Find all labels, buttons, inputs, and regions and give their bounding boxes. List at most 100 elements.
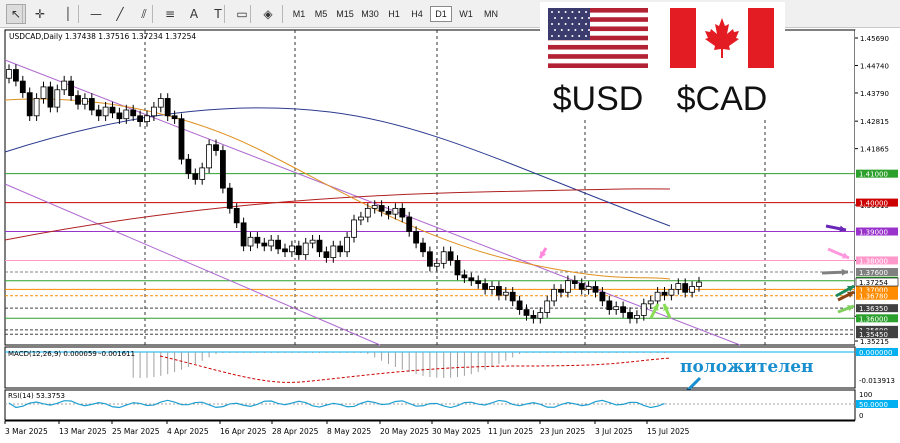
macd-signal-line <box>159 355 671 383</box>
candle-body <box>668 288 675 296</box>
date-label: 28 Apr 2025 <box>272 427 319 436</box>
fibonacci-icon[interactable]: ≡ <box>164 7 176 21</box>
shapes-icon[interactable]: ◈ <box>263 7 273 21</box>
toolbar-separator <box>78 5 79 23</box>
ma-blue <box>4 107 671 227</box>
price-tick-label: 1.35215 <box>860 338 889 346</box>
date-label: 20 May 2025 <box>380 427 429 436</box>
candle-body <box>565 280 571 293</box>
level-price-label: 1.36350 <box>859 305 888 313</box>
us-flag-star <box>551 35 553 37</box>
us-flag-star <box>581 29 584 31</box>
timeframe-d1[interactable]: D1 <box>430 6 452 22</box>
candle-body <box>144 115 150 122</box>
macd-label: MACD(12,26,9) 0.000059 -0.001611 <box>8 350 135 358</box>
candlesticks <box>6 64 702 324</box>
vertical-line-icon[interactable]: │ <box>64 7 72 21</box>
current-price-label: 1.37254 <box>859 279 888 287</box>
candle-body <box>206 144 213 169</box>
us-flag-star <box>551 23 553 25</box>
timeframe-mn[interactable]: MN <box>484 9 498 19</box>
us-flag-star <box>578 35 581 37</box>
candle-body <box>330 245 337 258</box>
candle-body <box>226 187 233 209</box>
timeframe-h1[interactable]: H1 <box>388 9 400 19</box>
candle-body <box>26 92 33 117</box>
candle-body <box>696 281 702 287</box>
candle-body <box>351 219 357 238</box>
candle-body <box>592 286 599 293</box>
level-price-tag <box>856 268 898 277</box>
us-flag-icon <box>548 8 648 68</box>
candle-body <box>185 158 192 175</box>
date-label: 3 Mar 2025 <box>5 427 48 436</box>
candle-body <box>489 286 495 290</box>
us-flag-star <box>567 29 570 31</box>
current-price-tag <box>855 277 899 287</box>
candle-body <box>426 251 433 267</box>
timeframe-m1[interactable]: M1 <box>292 9 306 19</box>
candle-body <box>213 144 219 151</box>
timeframe-m15[interactable]: M15 <box>336 9 354 19</box>
candle-body <box>19 80 26 94</box>
crosshair-icon[interactable]: ✛ <box>34 7 46 21</box>
candle-body <box>171 115 178 120</box>
currency-flags-panel: $USD $CAD <box>540 2 785 120</box>
candle-body <box>254 236 261 244</box>
candle-body <box>571 280 578 284</box>
candle-body <box>392 207 399 215</box>
ma-red <box>4 188 671 241</box>
trendline-upper <box>4 59 741 346</box>
rsi-panel-frame <box>4 389 856 421</box>
us-flag-star <box>557 23 560 25</box>
toolbar-separator <box>22 5 23 23</box>
timeframe-m5[interactable]: M5 <box>314 9 328 19</box>
candle-body <box>613 306 620 311</box>
candle-body <box>95 109 102 117</box>
canada-flag-icon <box>670 8 774 68</box>
candle-body <box>482 283 489 290</box>
macd-value-label: 0.000000 <box>859 349 892 357</box>
rsi-line <box>8 399 665 409</box>
toolbar-separator <box>250 5 251 23</box>
price-tick-label: 1.45690 <box>860 35 889 43</box>
candle-body <box>116 112 123 120</box>
us-flag-star <box>564 23 567 25</box>
candle-body <box>302 242 309 256</box>
arrow-level-1.3678-head <box>847 305 854 312</box>
date-label: 11 Jun 2025 <box>488 427 533 436</box>
candle-body <box>634 315 640 319</box>
us-flag-star <box>564 35 567 37</box>
candle-body <box>309 239 316 244</box>
us-flag-stripe <box>548 54 648 59</box>
candle-body <box>523 309 530 316</box>
candle-body <box>440 251 447 264</box>
arrow-level-1.376-head <box>841 268 848 276</box>
price-axis <box>855 30 900 420</box>
us-flag-stripe <box>548 63 648 68</box>
candle-body <box>558 288 564 293</box>
text-icon[interactable]: A <box>189 7 199 21</box>
horizontal-line-icon[interactable]: — <box>90 7 102 21</box>
candle-body <box>371 205 378 209</box>
candle-body <box>157 98 164 108</box>
arrow-level-1.373-head <box>847 286 854 292</box>
candle-body <box>82 98 88 105</box>
candle-body <box>54 89 61 108</box>
candle-body <box>282 248 288 253</box>
timeframe-m30[interactable]: M30 <box>361 9 379 19</box>
cursor-icon[interactable]: ↖ <box>6 4 26 24</box>
trendline-icon[interactable]: ╱ <box>116 7 124 21</box>
rectangle-icon[interactable]: ▭ <box>236 7 248 21</box>
macd-histogram <box>8 352 665 378</box>
candle-body <box>682 283 689 293</box>
candle-body <box>233 207 240 224</box>
candle-body <box>495 286 502 296</box>
label-icon[interactable]: T <box>214 7 222 21</box>
candle-body <box>654 291 661 302</box>
candle-body <box>288 245 295 253</box>
timeframe-w1[interactable]: W1 <box>459 9 473 19</box>
level-price-tag <box>856 256 898 265</box>
channel-icon[interactable]: ⫽ <box>141 6 147 21</box>
timeframe-h4[interactable]: H4 <box>411 9 423 19</box>
